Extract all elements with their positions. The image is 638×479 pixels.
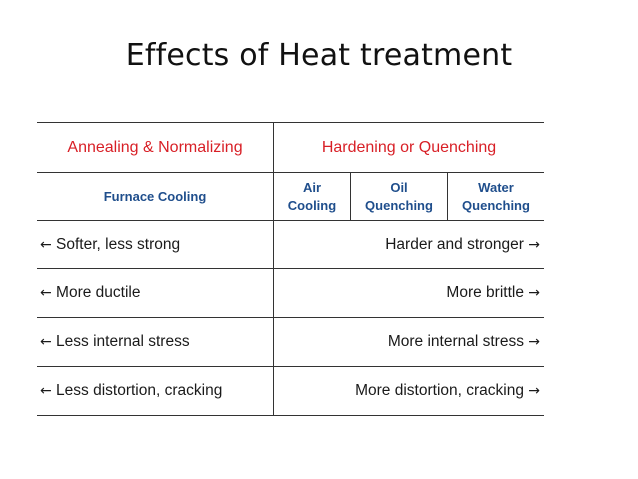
subheader-water-quenching: Water Quenching [448,173,544,220]
subheader-air-cooling: Air Cooling [274,173,350,220]
right-arrow-icon: → [528,334,540,350]
row-2-left-text: More ductile [56,284,141,301]
right-arrow-icon: → [528,285,540,301]
column-divider-oil-water [447,172,448,220]
table-rule-5 [37,366,544,367]
left-arrow-icon: ← [40,383,52,399]
row-3-right-text: More internal stress [387,333,524,350]
left-arrow-icon: ← [40,334,52,350]
subheader-oil-line1: Oil [390,179,408,195]
header-annealing-normalizing: Annealing & Normalizing [67,138,243,156]
table-rule-3 [37,268,544,269]
subheader-oil-line2: Quenching [365,197,433,213]
row-1-left: ← Softer, less strong [38,221,272,268]
row-1-right-text: Harder and stronger [385,235,524,253]
table-rule-1 [37,172,544,173]
row-4-left: ← Less distortion, cracking [38,367,272,415]
subheader-furnace-cooling: Furnace Cooling [103,188,207,204]
page-title: Effects of Heat treatment [125,38,513,73]
row-2-left: ← More ductile [38,269,272,317]
row-1-left-text: Softer, less strong [56,235,181,253]
right-arrow-icon: → [528,236,540,253]
table-rule-4 [37,317,544,318]
table-rule-2 [37,220,544,221]
row-2-right: More brittle → [274,269,542,317]
subheader-water-line1: Water [478,179,514,195]
row-2-right-text: More brittle [446,284,524,301]
row-4-right-text: More distortion, cracking [355,382,524,399]
right-arrow-icon: → [528,383,540,399]
row-3-left-text: Less internal stress [56,333,190,350]
column-divider-main [273,122,274,415]
header-hardening-quenching: Hardening or Quenching [321,138,497,156]
table-rule-bottom [37,415,544,416]
row-4-left-text: Less distortion, cracking [56,382,223,399]
column-divider-air-oil [350,172,351,220]
row-1-right: Harder and stronger → [274,221,542,268]
row-4-right: More distortion, cracking → [274,367,542,415]
table-rule-top [37,122,544,123]
left-arrow-icon: ← [40,236,52,253]
subheader-water-line2: Quenching [462,197,530,213]
left-arrow-icon: ← [40,285,52,301]
subheader-air-line1: Air [302,179,322,195]
subheader-oil-quenching: Oil Quenching [351,173,447,220]
row-3-right: More internal stress → [274,318,542,366]
subheader-air-line2: Cooling [287,197,337,213]
row-3-left: ← Less internal stress [38,318,272,366]
